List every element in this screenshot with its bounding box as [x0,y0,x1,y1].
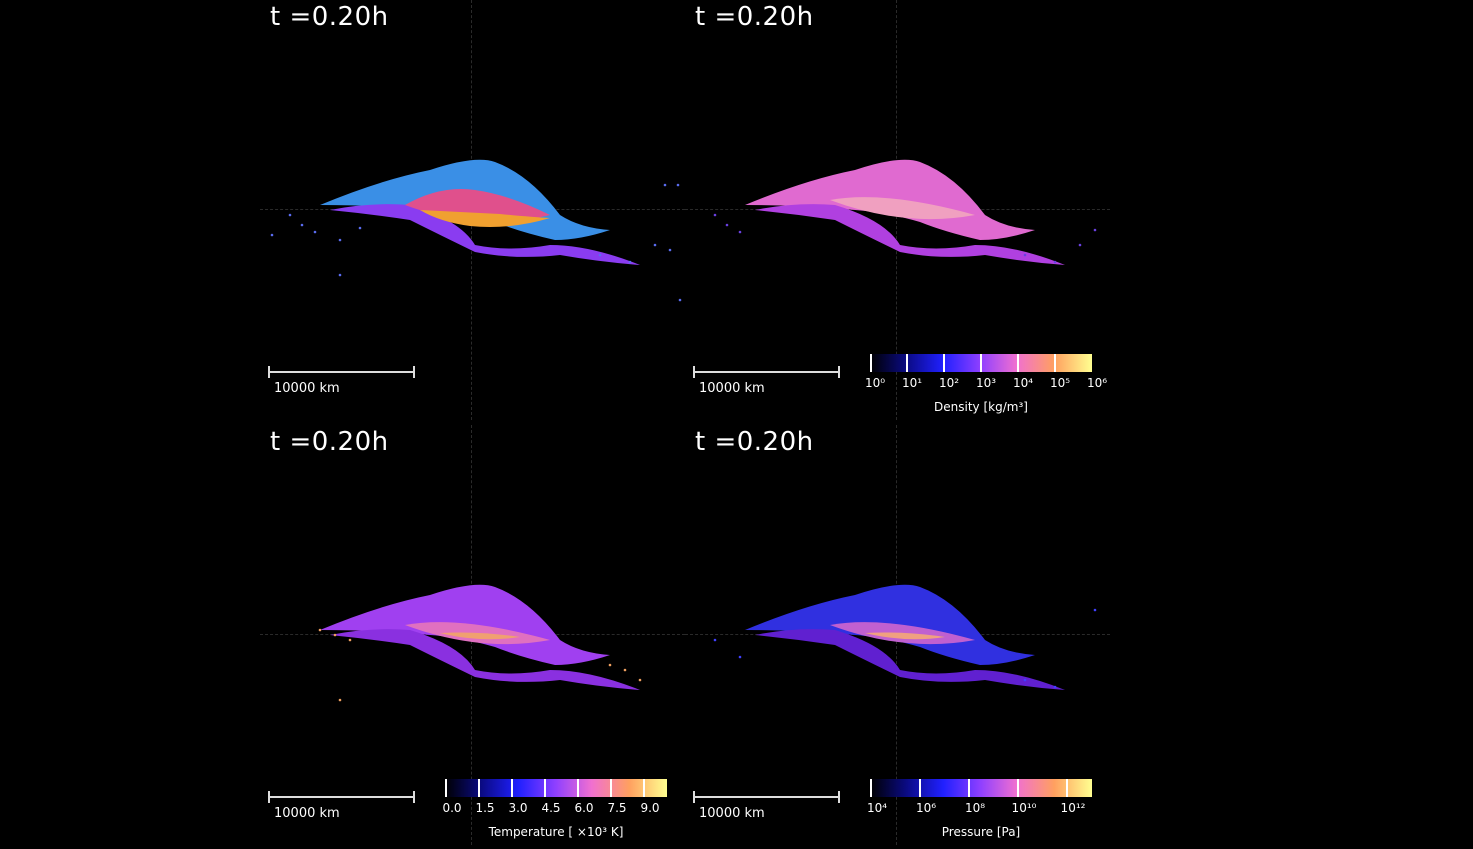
tick-label: 10⁰ [864,376,886,390]
time-label: t =0.20h [695,2,814,32]
colorbar-ticks: 10⁴ 10⁶ 10⁸ 10¹⁰ 10¹² [850,801,1112,821]
temperature-colorbar [445,779,667,797]
scale-bar [693,790,841,803]
tick-label: 10⁴ [1012,376,1034,390]
pressure-plot [713,584,1097,690]
scale-label: 10000 km [699,381,765,396]
tick-label: 10⁶ [1086,376,1108,390]
tick-label: 10⁵ [1049,376,1071,390]
tick-label: 3.0 [508,801,528,815]
temperature-plot [318,584,642,702]
tick-label: 10¹⁰ [1011,801,1037,815]
tick-label: 10³ [975,376,997,390]
colorbar-title: Pressure [Pa] [941,825,1021,839]
tick-label: 10⁴ [866,801,888,815]
tick-label: 0.0 [442,801,462,815]
scale-bar [693,365,841,378]
panel-density: t =0.20h 10000 km 10⁰ 10¹ 10² 10³ 10⁴ 10… [685,0,1110,424]
tick-label: 10¹ [901,376,923,390]
scale-bar [268,365,416,378]
time-label: t =0.20h [270,2,389,32]
scale-label: 10000 km [699,806,765,821]
scale-bar [268,790,416,803]
tick-label: 10² [938,376,960,390]
density-colorbar [870,354,1092,372]
panel-pressure: t =0.20h 10000 km 10⁴ 10⁶ 10⁸ 10¹⁰ 10¹² … [685,425,1110,849]
tick-label: 10¹² [1060,801,1086,815]
tick-label: 7.5 [607,801,627,815]
time-label: t =0.20h [695,427,814,457]
colorbar-ticks: 10⁰ 10¹ 10² 10³ 10⁴ 10⁵ 10⁶ [850,376,1112,396]
time-label: t =0.20h [270,427,389,457]
density-plot [713,159,1097,265]
tick-label: 10⁶ [915,801,937,815]
panel-material: t =0.20h 10000 km [260,0,685,424]
panel-temperature: t =0.20h 10000 km 0.0 1.5 3.0 4.5 6.0 7.… [260,425,685,849]
tick-label: 1.5 [475,801,495,815]
colorbar-ticks: 0.0 1.5 3.0 4.5 6.0 7.5 9.0 [425,801,687,821]
tick-label: 9.0 [640,801,660,815]
tick-label: 4.5 [541,801,561,815]
scale-label: 10000 km [274,381,340,396]
tick-label: 6.0 [574,801,594,815]
material-plot [270,159,682,302]
scale-label: 10000 km [274,806,340,821]
colorbar-title: Temperature [ ×10³ K] [488,825,624,839]
tick-label: 10⁸ [964,801,986,815]
pressure-colorbar [870,779,1092,797]
colorbar-title: Density [kg/m³] [934,400,1028,414]
